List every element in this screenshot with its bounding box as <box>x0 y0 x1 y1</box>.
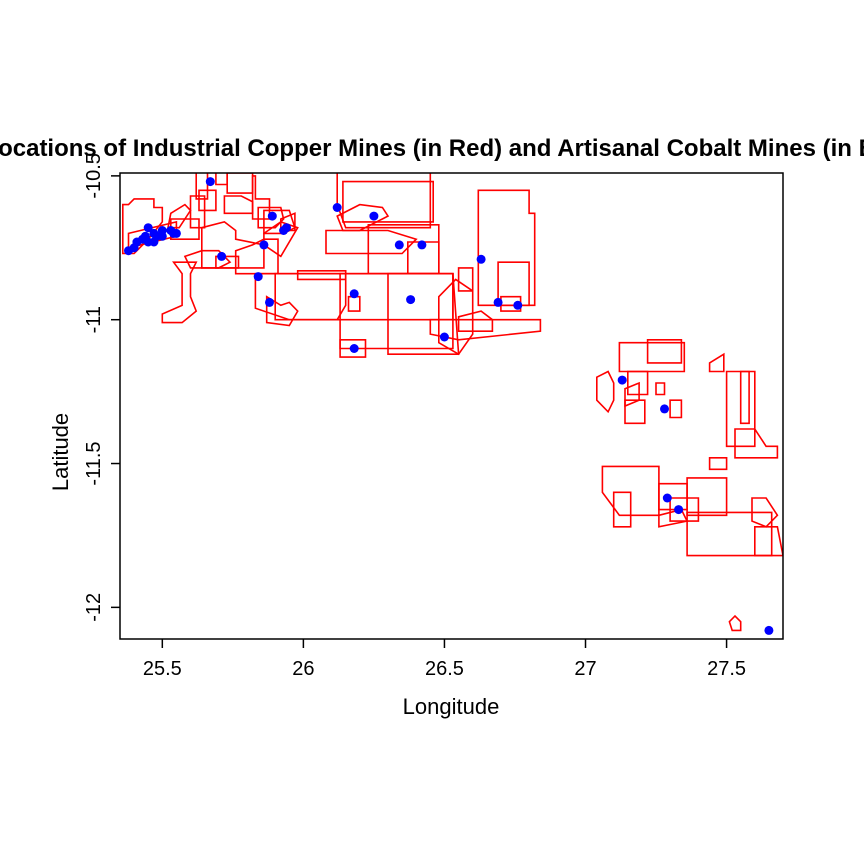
cobalt-mine-point <box>476 254 486 264</box>
x-tick-label: 25.5 <box>143 658 182 680</box>
copper-mine-polygon <box>265 295 299 327</box>
x-tick-label: 26 <box>292 658 314 680</box>
chart-title: Locations of Industrial Copper Mines (in… <box>0 135 864 162</box>
copper-mine-polygon <box>339 338 367 358</box>
copper-mine-polygon <box>497 261 530 307</box>
copper-mine-polygon <box>279 212 296 232</box>
y-tick-label: -12 <box>83 593 105 622</box>
copper-mine-polygon <box>624 399 646 425</box>
copper-mine-polygon <box>437 278 474 356</box>
plot-frame <box>119 172 784 640</box>
copper-mine-polygon <box>686 511 773 557</box>
copper-mine-polygon <box>601 465 660 517</box>
copper-mine-polygon <box>263 221 299 258</box>
cobalt-mine-point <box>253 272 263 282</box>
cobalt-mine-point <box>764 625 774 635</box>
copper-mine-polygon <box>686 477 728 517</box>
copper-mine-polygon <box>646 338 683 364</box>
copper-mine-polygon <box>753 525 783 557</box>
y-tick-label: -10.5 <box>83 153 105 199</box>
copper-mine-polygon <box>367 224 440 275</box>
x-tick-label: 27.5 <box>707 658 746 680</box>
y-tick-label: -11 <box>83 306 105 333</box>
copper-mine-polygon <box>739 370 750 425</box>
x-axis: 25.5 26 26.5 27 27.5 <box>143 639 746 680</box>
cobalt-mine-point <box>369 211 379 221</box>
copper-mine-polygon <box>669 399 683 419</box>
copper-mine-polygon <box>251 175 271 220</box>
cobalt-mine-points <box>124 177 774 635</box>
copper-mine-polygon <box>234 238 279 275</box>
copper-mine-polygon <box>198 189 217 212</box>
x-tick-label: 27 <box>574 658 596 680</box>
cobalt-mine-point <box>674 505 684 515</box>
copper-mine-polygon <box>226 173 254 194</box>
copper-mine-polygon <box>708 352 725 373</box>
copper-mine-polygon <box>669 497 700 522</box>
cobalt-mine-point <box>349 344 359 353</box>
cobalt-mine-point <box>265 297 274 307</box>
copper-mine-polygon <box>658 508 689 528</box>
copper-mine-polygon <box>457 310 494 333</box>
y-tick-label: -11.5 <box>83 441 105 485</box>
cobalt-mine-point <box>493 297 503 307</box>
copper-mine-polygon <box>195 173 209 200</box>
copper-mine-polygon <box>189 195 206 229</box>
copper-mine-polygon <box>429 318 542 341</box>
x-axis-label: Longitude <box>403 694 500 719</box>
copper-mine-polygon <box>618 341 686 373</box>
copper-mine-polygon <box>457 267 474 292</box>
cobalt-mine-point <box>267 211 277 221</box>
cobalt-mine-point <box>157 226 167 235</box>
copper-mine-polygons <box>122 173 783 632</box>
copper-mine-polygon <box>708 456 728 471</box>
y-axis-label: Latitude <box>48 413 73 491</box>
copper-mine-polygon <box>655 382 666 396</box>
copper-mine-polygon <box>296 269 347 281</box>
copper-mine-polygon <box>325 229 418 255</box>
cobalt-mine-point <box>282 223 291 233</box>
cobalt-mine-point <box>660 404 669 414</box>
copper-mine-polygon <box>612 491 632 528</box>
copper-mine-polygon <box>215 255 240 269</box>
y-axis: -10.5 -11 -11.5 -12 <box>83 153 120 622</box>
cobalt-mine-point <box>332 203 342 212</box>
cobalt-mine-point <box>513 300 523 310</box>
copper-mine-polygon <box>254 272 347 321</box>
copper-mine-polygon <box>734 428 779 459</box>
copper-mine-polygon <box>728 614 742 632</box>
cobalt-mine-point <box>205 177 215 187</box>
cobalt-mine-point <box>617 375 627 385</box>
copper-mine-polygon <box>161 261 198 324</box>
copper-mine-polygon <box>500 295 522 312</box>
cobalt-mine-point <box>662 493 672 503</box>
cobalt-mine-point <box>259 240 269 250</box>
copper-mine-polygon <box>595 370 615 414</box>
cobalt-mine-point <box>171 228 181 238</box>
cobalt-mine-point <box>439 332 449 342</box>
cobalt-mine-point <box>217 251 227 261</box>
copper-mine-polygon <box>342 180 435 223</box>
copper-mine-polygon <box>201 221 265 269</box>
cobalt-mine-point <box>394 240 404 250</box>
cobalt-mine-point <box>143 223 153 233</box>
copper-mine-polygon <box>387 272 460 356</box>
cobalt-mine-point <box>417 240 427 250</box>
copper-mine-polygon <box>183 249 232 269</box>
copper-mine-polygon <box>223 195 254 215</box>
copper-mine-polygon <box>274 272 454 321</box>
copper-mine-polygon <box>751 497 779 528</box>
copper-mine-polygon <box>122 198 164 255</box>
copper-mine-polygon <box>477 189 536 307</box>
cobalt-mine-point <box>406 295 416 305</box>
cobalt-mine-point <box>349 289 359 299</box>
x-tick-label: 26.5 <box>425 658 464 680</box>
copper-mine-polygon <box>347 295 361 312</box>
